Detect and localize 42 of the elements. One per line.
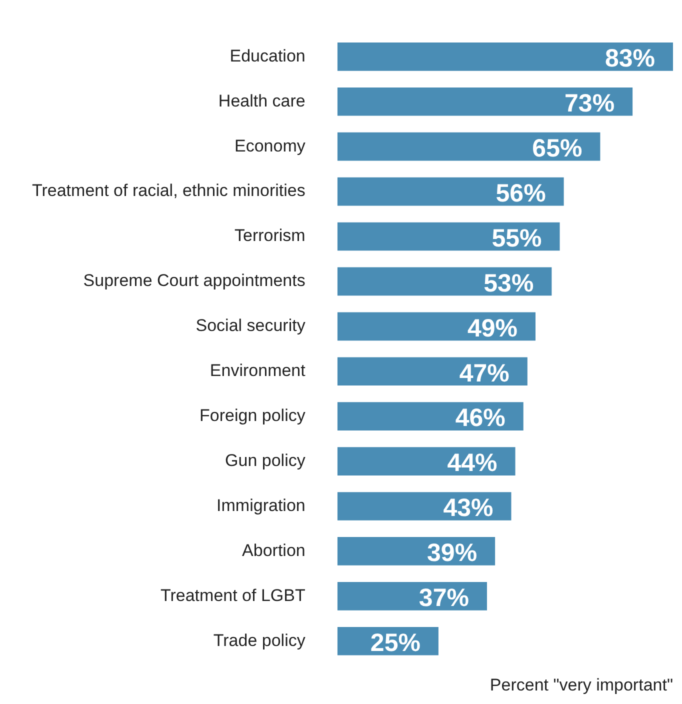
y-tick-label: Social security — [196, 316, 306, 336]
y-tick-label: Immigration — [216, 496, 306, 515]
bar — [337, 492, 512, 520]
data-label: 65% — [532, 134, 582, 162]
bar — [337, 357, 528, 386]
y-tick-label: Treatment of LGBT — [160, 586, 306, 605]
data-label: 56% — [496, 179, 546, 208]
y-tick-label: Education — [230, 46, 306, 66]
data-label: 49% — [467, 314, 518, 342]
data-label: 39% — [427, 539, 478, 568]
y-tick-label: Economy — [234, 136, 306, 156]
data-label: 25% — [370, 629, 420, 658]
bar — [337, 267, 552, 296]
y-tick-label: Health care — [218, 91, 306, 110]
y-tick-label: Terrorism — [234, 226, 306, 246]
data-label: 55% — [492, 224, 542, 252]
data-label: 73% — [564, 90, 615, 118]
y-tick-label: Environment — [210, 361, 306, 380]
data-label: 46% — [455, 404, 506, 432]
x-axis-title: Percent "very important" — [490, 675, 673, 694]
data-label: 43% — [443, 494, 494, 522]
y-tick-label: Trade policy — [213, 630, 306, 650]
bar — [337, 312, 536, 341]
bar — [337, 87, 633, 116]
bar — [337, 402, 524, 430]
data-label: 44% — [447, 449, 498, 478]
y-tick-label: Foreign policy — [200, 406, 306, 426]
bar — [337, 177, 564, 206]
bar — [337, 582, 487, 610]
bar — [337, 132, 600, 161]
y-tick-label: Gun policy — [225, 450, 306, 470]
data-label: 47% — [459, 359, 510, 388]
bar — [337, 447, 516, 476]
bar — [337, 222, 560, 251]
y-tick-label: Treatment of racial, ethnic minorities — [32, 181, 306, 200]
data-label: 53% — [484, 269, 534, 298]
bar — [337, 537, 496, 566]
y-tick-label: Supreme Court appointments — [83, 271, 306, 290]
y-tick-label: Abortion — [242, 540, 306, 560]
data-label: 83% — [604, 44, 655, 73]
bar — [337, 42, 673, 71]
data-label: 37% — [418, 584, 469, 612]
